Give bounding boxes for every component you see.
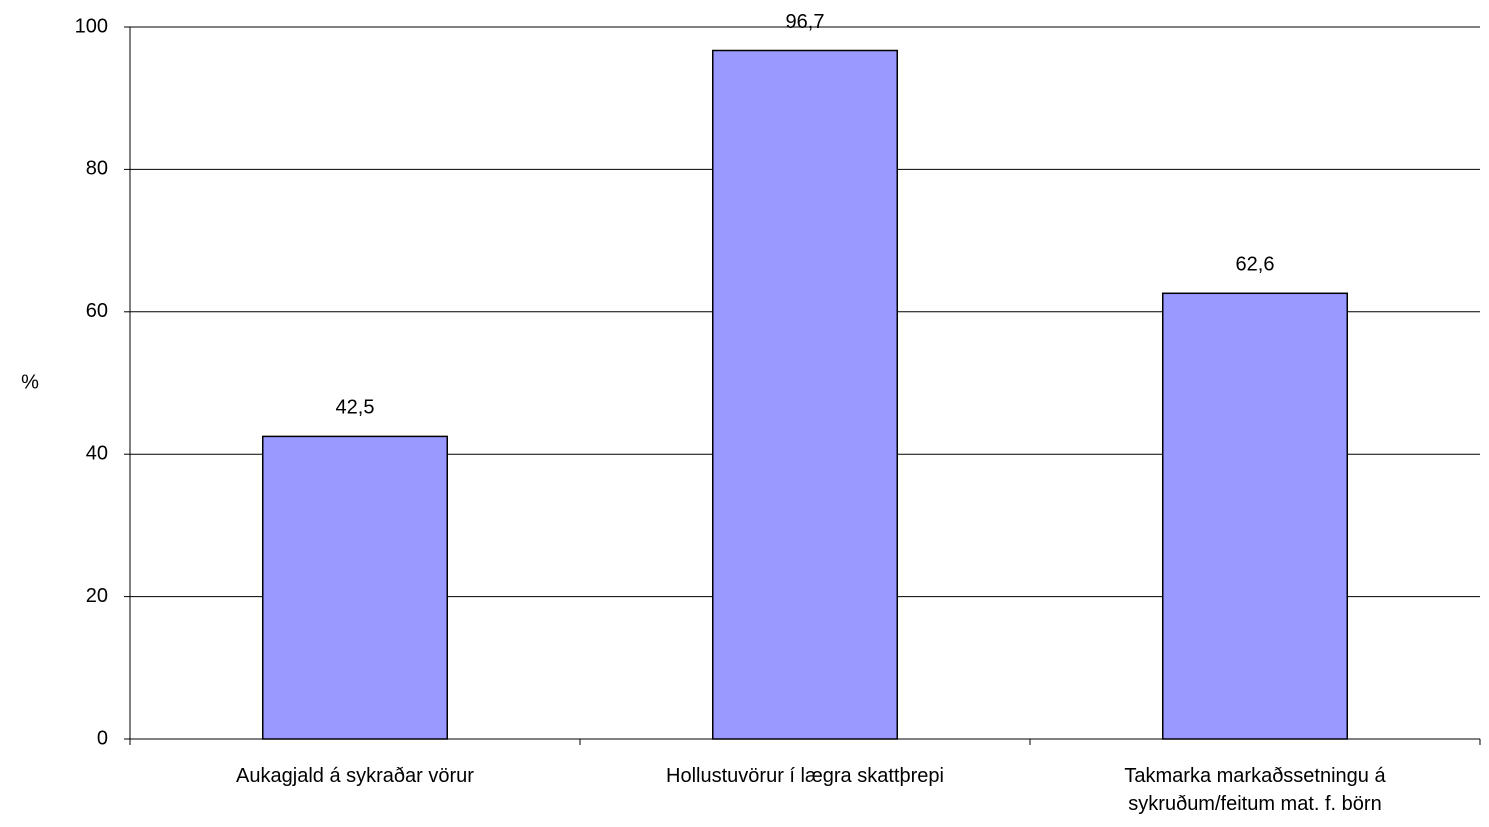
y-tick-label: 80 [86,158,108,180]
y-tick-label: 20 [86,585,108,607]
value-label: 62,6 [1236,254,1275,276]
y-tick-label: 40 [86,442,108,464]
value-label: 42,5 [336,397,375,419]
y-tick-label: 60 [86,300,108,322]
x-tick-label: Aukagjald á sykraðar vörur [236,765,474,787]
bar [712,49,898,740]
bar [1162,292,1348,740]
y-axis-label: % [21,371,39,393]
x-tick-label: Takmarka markaðssetningu á sykruðum/feit… [1124,765,1386,815]
x-tick-label: Hollustuvörur í lægra skattþrepi [666,765,944,787]
bar [262,435,448,740]
value-label: 96,7 [786,11,825,33]
y-tick-label: 0 [97,727,108,749]
y-tick-label: 100 [75,15,108,37]
